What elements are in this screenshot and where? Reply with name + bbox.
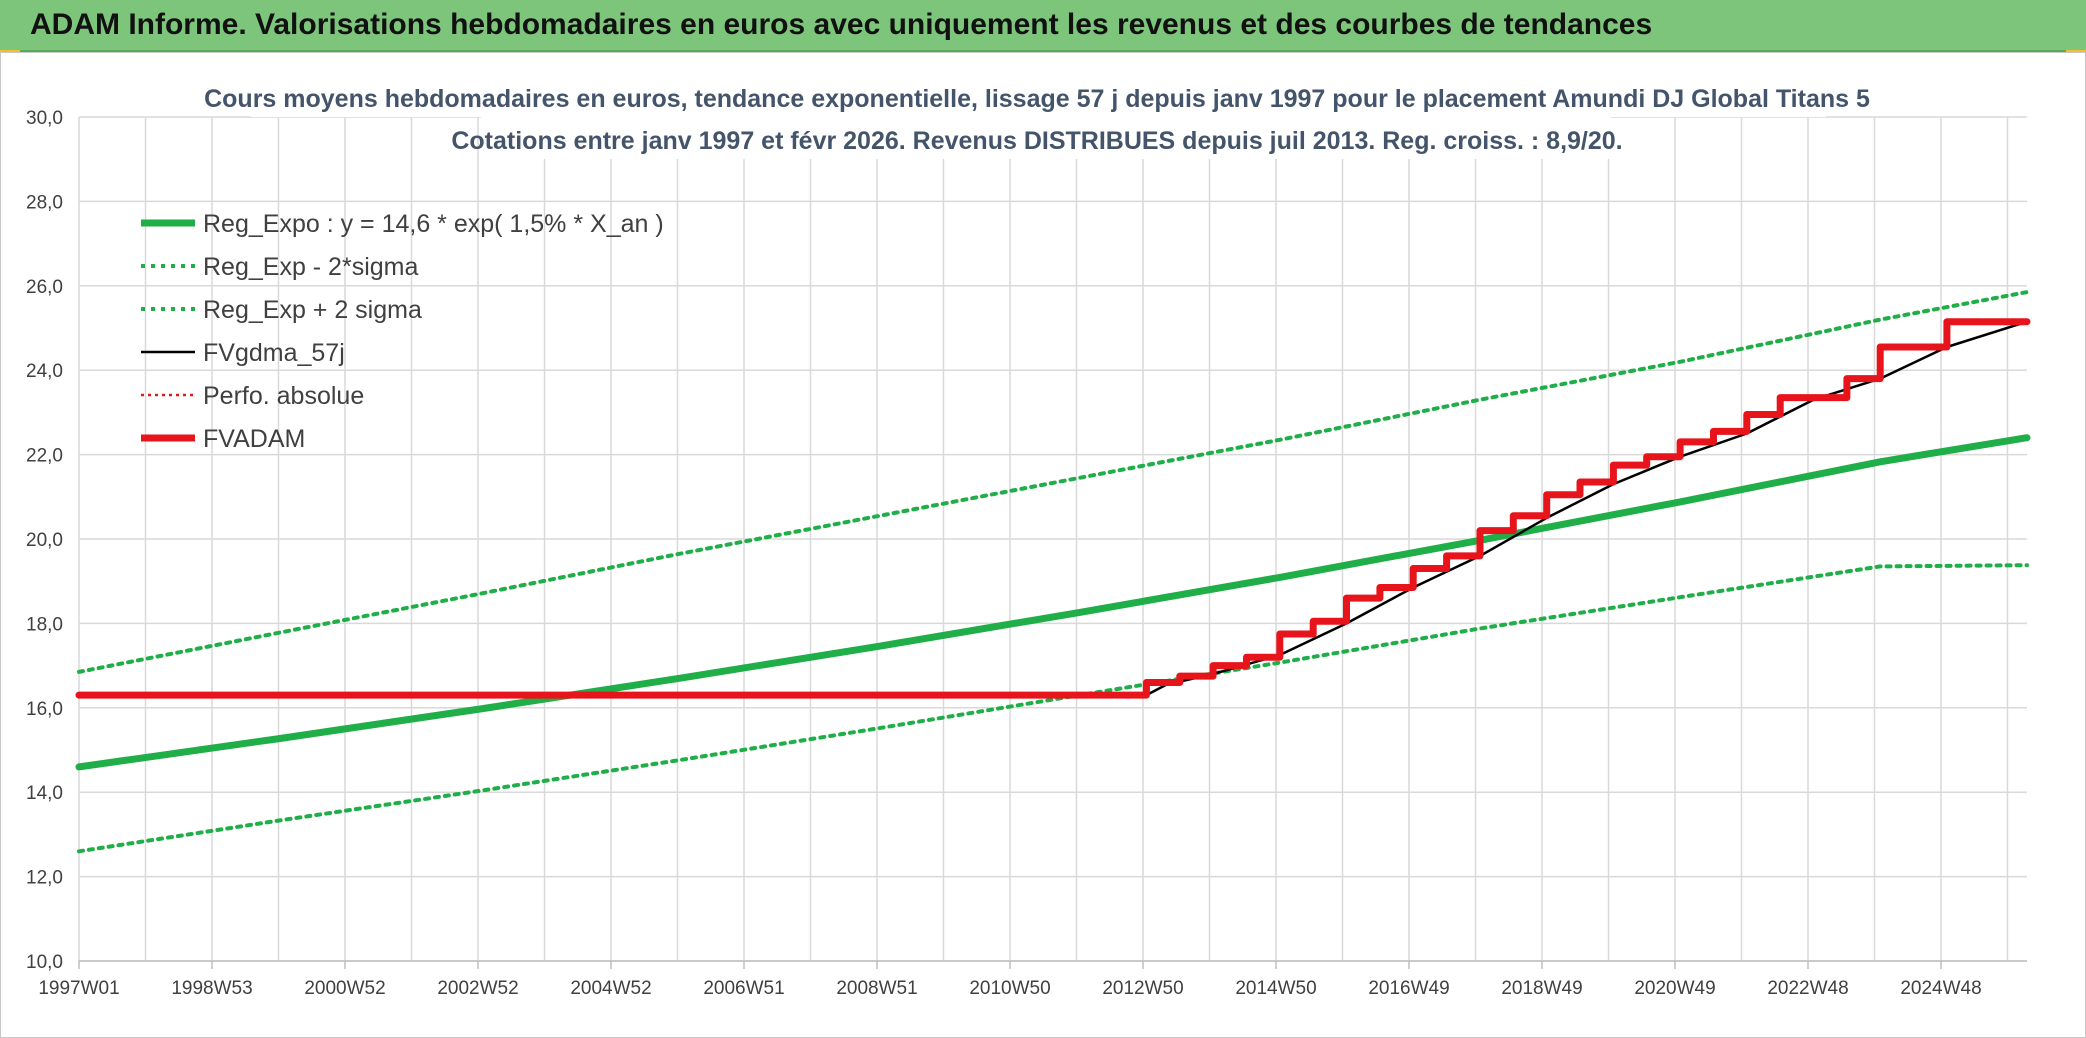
series-line-3	[77, 320, 2029, 697]
x-tick-label: 2008W51	[836, 978, 917, 999]
y-tick-label: 10,0	[26, 952, 63, 973]
x-tick-label: 2016W49	[1368, 978, 1449, 999]
chart-title: Cours moyens hebdomadaires en euros, ten…	[204, 85, 1870, 113]
x-tick-label: 2000W52	[304, 978, 385, 999]
x-tick-label: 1997W01	[38, 978, 119, 999]
subtitle-background	[481, 117, 1611, 159]
page-title: ADAM Informe. Valorisations hebdomadaire…	[30, 8, 1653, 41]
legend-label: FVgdma_57j	[203, 339, 345, 367]
chart-title-block: Cours moyens hebdomadaires en euros, ten…	[204, 75, 1870, 159]
chart-grid	[78, 116, 2027, 962]
y-tick-label: 14,0	[26, 783, 63, 804]
x-tick-label: 2018W49	[1501, 978, 1582, 999]
y-tick-label: 26,0	[26, 277, 63, 298]
chart-subtitle: Cotations entre janv 1997 et févr 2026. …	[451, 127, 1622, 155]
legend-label: FVADAM	[203, 425, 305, 453]
legend-label: Reg_Expo : y = 14,6 * exp( 1,5% * X_an )	[203, 210, 664, 238]
title-background	[251, 75, 1826, 117]
line-chart: 10,0 12,0 14,0 16,0 18,0 20,0 22,0 24,0 26,0 28,0…	[26, 75, 2031, 999]
y-tick-label: 28,0	[26, 192, 63, 213]
x-tick-label: 2010W50	[969, 978, 1050, 999]
series-line-2	[77, 290, 2029, 674]
y-tick-label: 18,0	[26, 614, 63, 635]
header-bar: ADAM Informe. Valorisations hebdomadaire…	[0, 0, 2086, 52]
chart-axes: 10,0 12,0 14,0 16,0 18,0 20,0 22,0 24,0 26,0 28,0…	[26, 108, 2027, 999]
x-tick-label: 2012W50	[1102, 978, 1183, 999]
y-tick-label: 30,0	[26, 108, 63, 129]
legend-label: Perfo. absolue	[203, 382, 364, 410]
legend-label: Reg_Exp + 2 sigma	[203, 296, 422, 324]
x-tick-label: 2024W48	[1900, 978, 1981, 999]
x-tick-label: 2022W48	[1767, 978, 1848, 999]
y-tick-label: 12,0	[26, 868, 63, 889]
series-line-0	[75, 434, 2031, 771]
x-tick-label: 2014W50	[1235, 978, 1316, 999]
x-tick-label: 2020W49	[1634, 978, 1715, 999]
chart-area: 10,0 12,0 14,0 16,0 18,0 20,0 22,0 24,0 26,0 28,0…	[0, 52, 2086, 1038]
y-tick-label: 20,0	[26, 530, 63, 551]
y-tick-label: 22,0	[26, 446, 63, 467]
chart-legend: Reg_Expo : y = 14,6 * exp( 1,5% * X_an )…	[141, 210, 664, 453]
series-line-5	[75, 318, 2031, 699]
x-tick-label: 1998W53	[171, 978, 252, 999]
chart-series	[75, 290, 2031, 854]
x-tick-label: 2004W52	[570, 978, 651, 999]
x-tick-label: 2006W51	[703, 978, 784, 999]
y-tick-label: 24,0	[26, 361, 63, 382]
y-tick-label: 16,0	[26, 699, 63, 720]
legend-label: Reg_Exp - 2*sigma	[203, 253, 418, 281]
x-tick-label: 2002W52	[437, 978, 518, 999]
